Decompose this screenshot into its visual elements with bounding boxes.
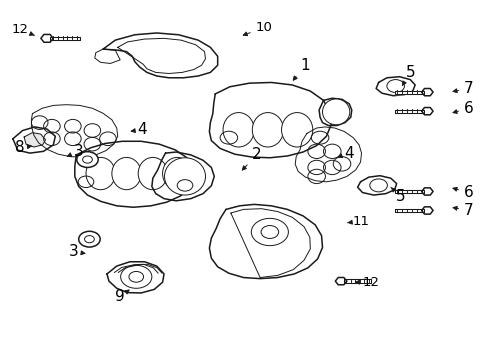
Text: 9: 9 <box>115 289 129 304</box>
Polygon shape <box>209 204 322 279</box>
Ellipse shape <box>164 158 205 195</box>
Polygon shape <box>344 279 370 283</box>
Polygon shape <box>75 141 194 207</box>
Text: 12: 12 <box>12 23 34 36</box>
Text: 10: 10 <box>243 21 272 36</box>
Text: 7: 7 <box>452 81 473 96</box>
Ellipse shape <box>162 157 191 190</box>
Text: 12: 12 <box>355 276 379 289</box>
Ellipse shape <box>121 265 152 288</box>
Text: 2: 2 <box>242 147 261 170</box>
Polygon shape <box>421 89 432 96</box>
Polygon shape <box>107 262 163 293</box>
Polygon shape <box>13 127 55 153</box>
Polygon shape <box>50 37 80 40</box>
Ellipse shape <box>112 157 141 190</box>
Polygon shape <box>421 207 432 214</box>
Polygon shape <box>24 133 45 147</box>
Polygon shape <box>394 190 423 193</box>
Text: 7: 7 <box>452 203 473 218</box>
Text: 4: 4 <box>338 145 353 161</box>
Ellipse shape <box>252 113 283 147</box>
Text: 6: 6 <box>452 185 473 200</box>
Text: 4: 4 <box>131 122 146 137</box>
Polygon shape <box>152 152 214 201</box>
Polygon shape <box>31 105 118 157</box>
Ellipse shape <box>223 113 254 147</box>
Text: 3: 3 <box>69 244 85 259</box>
Ellipse shape <box>86 157 115 190</box>
Ellipse shape <box>322 99 349 125</box>
Text: 6: 6 <box>452 101 473 116</box>
Polygon shape <box>335 278 346 285</box>
Polygon shape <box>209 82 330 158</box>
Ellipse shape <box>138 157 167 190</box>
Polygon shape <box>421 108 432 115</box>
Polygon shape <box>357 176 396 195</box>
Text: 3: 3 <box>67 144 83 159</box>
Polygon shape <box>95 49 120 63</box>
Polygon shape <box>41 35 53 42</box>
Polygon shape <box>103 33 217 78</box>
Polygon shape <box>421 188 432 195</box>
Ellipse shape <box>77 152 98 167</box>
Ellipse shape <box>79 231 100 247</box>
Polygon shape <box>295 127 361 182</box>
Text: 8: 8 <box>15 140 31 155</box>
Text: 5: 5 <box>402 65 414 85</box>
Ellipse shape <box>251 219 288 246</box>
Polygon shape <box>394 209 423 212</box>
Polygon shape <box>394 90 423 94</box>
Ellipse shape <box>281 113 312 147</box>
Text: 5: 5 <box>390 187 405 204</box>
Polygon shape <box>319 98 351 126</box>
Polygon shape <box>375 77 414 96</box>
Polygon shape <box>394 109 423 113</box>
Text: 11: 11 <box>347 215 369 228</box>
Text: 1: 1 <box>293 58 309 80</box>
